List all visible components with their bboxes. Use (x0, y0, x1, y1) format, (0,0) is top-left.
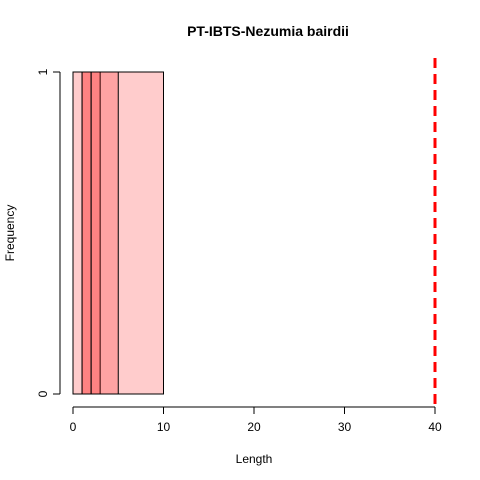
y-tick-label-1: 1 (36, 68, 50, 75)
bar-2 (90, 71, 119, 395)
x-tick-label-3: 30 (338, 420, 352, 434)
y-axis-label: Frequency (3, 205, 17, 262)
x-tick-label-1: 10 (157, 420, 171, 434)
x-tick-label-2: 20 (247, 420, 261, 434)
x-tick-label-0: 0 (70, 420, 77, 434)
x-axis-label: Length (236, 452, 273, 466)
bars-layer (72, 58, 437, 408)
y-tick-label-0: 0 (36, 390, 50, 397)
axes-layer: 0 10 20 30 40 0 1 (36, 68, 442, 434)
bar-3 (81, 71, 92, 395)
x-tick-label-4: 40 (428, 420, 442, 434)
chart-title: PT-IBTS-Nezumia bairdii (187, 23, 349, 39)
